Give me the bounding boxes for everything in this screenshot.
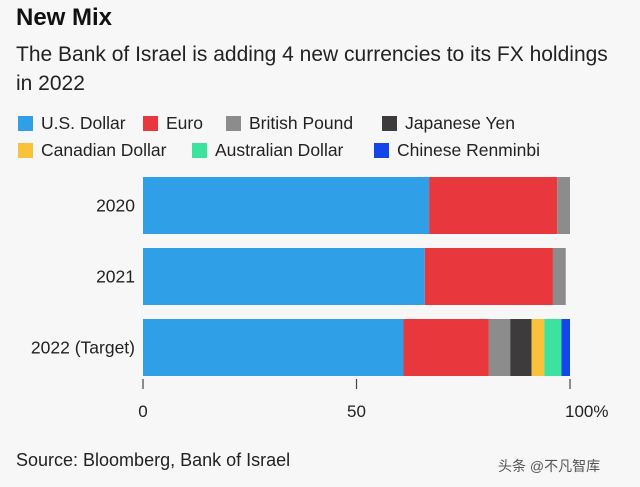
bar-segment-euro: [424, 248, 553, 305]
legend-label: Japanese Yen: [405, 113, 515, 133]
bar-segment-u-s-dollar: [143, 177, 430, 234]
legend-label: Canadian Dollar: [41, 140, 167, 160]
legend-swatch: [374, 143, 389, 158]
category-label: 2020: [96, 196, 135, 216]
bar-segment-british-pound: [552, 248, 566, 305]
legend-label: Euro: [166, 113, 203, 133]
chart-title: New Mix: [16, 4, 113, 31]
legend-row-2: Canadian Dollar Australian Dollar Chines…: [18, 137, 628, 164]
chart-subtitle: The Bank of Israel is adding 4 new curre…: [16, 43, 608, 95]
legend-swatch: [143, 116, 158, 131]
bar-segment-british-pound: [557, 177, 570, 234]
stacked-bar-chart: 2020 2021 2022 (Target) 0 50 100%: [31, 177, 608, 421]
legend-item-euro: Euro: [143, 113, 226, 134]
category-label: 2022 (Target): [31, 338, 135, 358]
legend-swatch: [226, 116, 241, 131]
legend-label: Chinese Renminbi: [397, 140, 540, 160]
legend-label: U.S. Dollar: [41, 113, 126, 133]
x-tick-label: 0: [138, 402, 147, 421]
source-note: Source: Bloomberg, Bank of Israel: [16, 450, 291, 470]
bar-segment-u-s-dollar: [143, 248, 425, 305]
legend-swatch: [18, 116, 33, 131]
bar-segment-chinese-renminbi: [561, 319, 570, 376]
bar-segment-japanese-yen: [510, 319, 532, 376]
bar-segment-euro: [429, 177, 558, 234]
legend-item-canadian-dollar: Canadian Dollar: [18, 140, 192, 161]
legend-item-australian-dollar: Australian Dollar: [192, 140, 374, 161]
legend-swatch: [382, 116, 397, 131]
watermark: 头条 @不凡智库: [498, 458, 601, 474]
x-tick-label: 50: [347, 402, 366, 421]
legend-swatch: [192, 143, 207, 158]
legend-item-japanese-yen: Japanese Yen: [382, 113, 515, 134]
category-label: 2021: [96, 267, 135, 287]
legend-label: Australian Dollar: [215, 140, 344, 160]
bar-segment-canadian-dollar: [531, 319, 545, 376]
legend-swatch: [18, 143, 33, 158]
bar-segment-australian-dollar: [544, 319, 562, 376]
bar-segment-u-s-dollar: [143, 319, 404, 376]
bar-segment-british-pound: [488, 319, 511, 376]
legend-row-1: U.S. Dollar Euro British Pound Japanese …: [18, 110, 628, 137]
legend-item-us-dollar: U.S. Dollar: [18, 113, 143, 134]
bar-segment-euro: [403, 319, 489, 376]
x-tick-label: 100%: [565, 402, 608, 421]
legend-item-british-pound: British Pound: [226, 113, 382, 134]
legend-item-chinese-renminbi: Chinese Renminbi: [374, 140, 540, 161]
legend: U.S. Dollar Euro British Pound Japanese …: [18, 110, 628, 164]
legend-label: British Pound: [249, 113, 354, 133]
